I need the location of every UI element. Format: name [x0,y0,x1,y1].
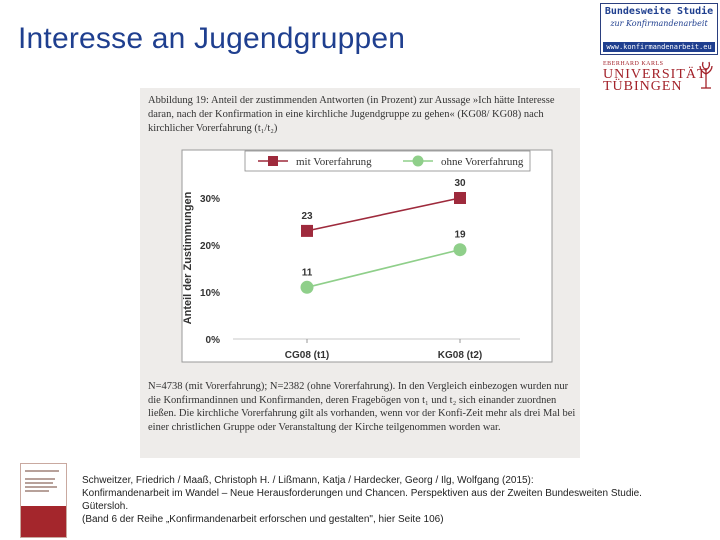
study-logo: Bundesweite Studie zur Konfirmandenarbei… [600,3,718,55]
university-logo-line1: UNIVERSITÄT [603,67,707,82]
university-logo-small: EBERHARD KARLS [603,61,664,67]
y-axis-label: Anteil der Zustimmungen [182,191,194,324]
legend-box [244,150,531,172]
data-label: 11 [302,267,313,278]
y-tick-label: 0% [206,335,221,346]
series-line [306,248,461,289]
reference-line-3: Gütersloh. [82,501,129,512]
university-seal-icon [699,61,713,89]
series-line [306,197,461,232]
reference-text: Schweitzer, Friedrich / Maaß, Christoph … [82,474,712,526]
legend-label: mit Vorerfahrung [296,156,372,168]
legend-marker [412,155,424,167]
study-logo-url: www.konfirmandenarbeit.eu [603,42,715,52]
data-point [453,243,467,257]
study-logo-subtitle: zur Konfirmandenarbeit [610,19,708,28]
data-label: 19 [454,230,466,241]
data-label: 30 [454,178,466,189]
reference-line-2: Konfirmandenarbeit im Wandel – Neue Hera… [82,488,642,499]
x-tick-label: KG08 (t2) [438,350,482,361]
data-point [301,224,313,237]
x-axis-ticks: CG08 (t1) KG08 (t2) [285,339,482,361]
series-group: 23 30 11 19 [300,178,467,294]
y-axis-ticks: 0% 10% 20% 30% [200,194,220,346]
legend-label: ohne Vorerfahrung [441,156,524,168]
reference-line-1: Schweitzer, Friedrich / Maaß, Christoph … [82,475,534,486]
figure-caption: Abbildung 19: Anteil der zustimmenden An… [148,95,555,134]
y-tick-label: 10% [200,288,220,299]
y-tick-label: 20% [200,241,220,252]
data-point [300,280,314,294]
y-tick-label: 30% [200,194,220,205]
figure-note: N=4738 (mit Vorerfahrung); N=2382 (ohne … [148,381,576,433]
legend-marker [268,156,278,166]
book-cover-image [20,463,67,538]
plot-area [181,149,553,363]
data-point [454,192,466,204]
slide-title: Interesse an Jugendgruppen [18,22,406,55]
study-logo-title: Bundesweite Studie [604,6,714,17]
data-label: 23 [301,211,313,222]
x-tick-label: CG08 (t1) [285,350,329,361]
line-chart: Anteil der Zustimmungen 0% 10% 20% 30% CG08… [181,149,553,363]
legend: mit Vorerfahrung ohne Vorerfahrung [244,150,531,172]
university-logo-line2: TÜBINGEN [603,79,683,94]
reference-line-4: (Band 6 der Reihe „Konfirmandenarbeit er… [82,514,444,525]
